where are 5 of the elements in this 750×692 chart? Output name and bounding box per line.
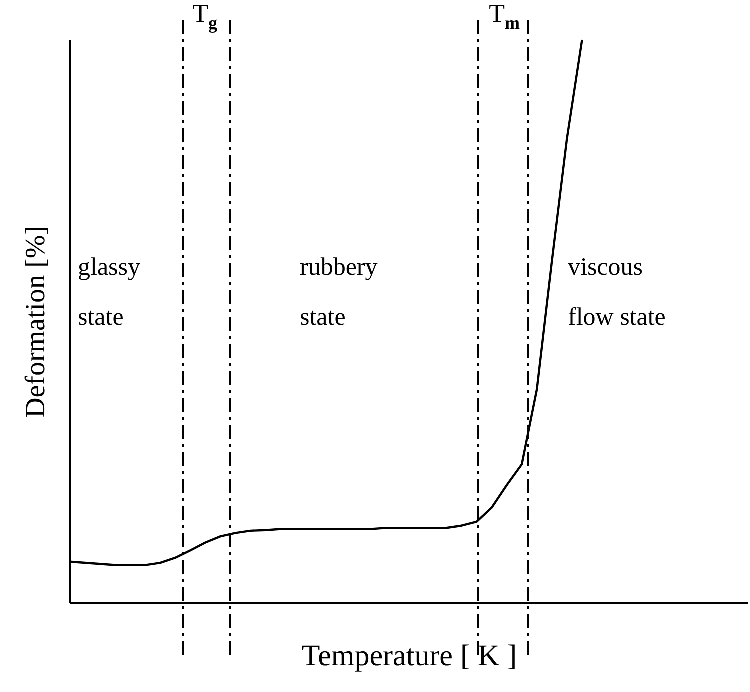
annotation: glassy state	[78, 254, 141, 331]
x-axis-title: Temperature [ K ]	[302, 640, 518, 672]
y-axis-title: Deformation [%]	[20, 226, 52, 418]
annotation: viscous flow state	[568, 254, 666, 331]
annotation: rubbery state	[300, 254, 378, 331]
